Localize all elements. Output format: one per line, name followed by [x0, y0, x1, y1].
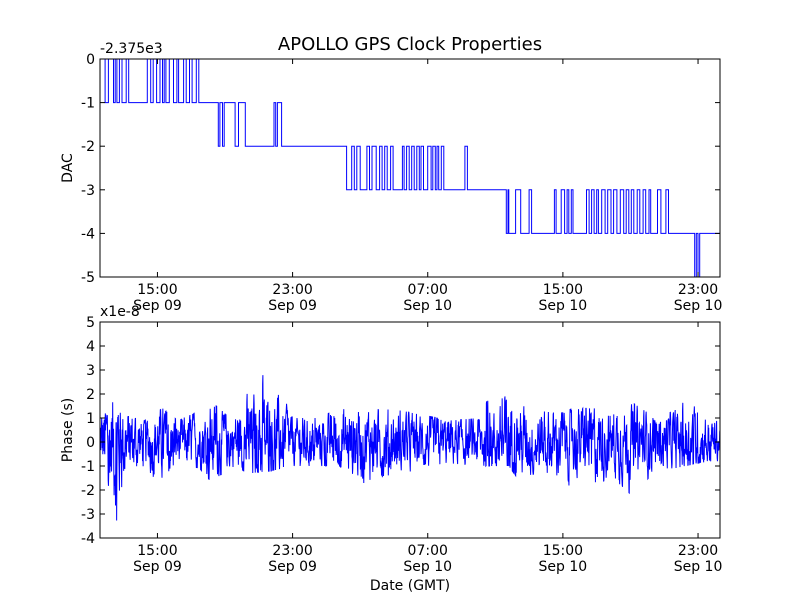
- dac-plot-frame: [99, 58, 721, 278]
- x-tick-time-label: 07:00: [408, 543, 448, 559]
- y-tick-label: 1: [86, 411, 95, 427]
- y-tick-label: -3: [81, 183, 95, 199]
- x-axis-label: Date (GMT): [370, 578, 450, 594]
- x-tick-date-label: Sep 09: [133, 298, 182, 314]
- y-tick-label: -5: [81, 270, 95, 286]
- phase-series-line: [99, 375, 721, 521]
- phase-offset-label: x1e-8: [100, 304, 140, 320]
- phase-y-axis-label: Phase (s): [60, 398, 76, 462]
- x-tick-time-label: 23:00: [272, 543, 312, 559]
- y-tick-label: 0: [86, 435, 95, 451]
- y-tick-label: -1: [81, 96, 95, 112]
- x-tick-date-label: Sep 10: [539, 298, 588, 314]
- y-tick-label: -2: [81, 483, 95, 499]
- y-tick-label: -4: [81, 531, 95, 547]
- y-tick-label: -3: [81, 507, 95, 523]
- y-tick-label: 5: [86, 315, 95, 331]
- phase-y-ticks: -4 -3 -2 -1 0 1 2 3 4 5: [81, 315, 720, 547]
- phase-plot-frame: [99, 321, 721, 539]
- y-tick-label: 3: [86, 363, 95, 379]
- y-tick-label: -2: [81, 139, 95, 155]
- x-tick-time-label: 23:00: [678, 282, 718, 298]
- x-tick-time-label: 15:00: [543, 282, 583, 298]
- chart-title: APOLLO GPS Clock Properties: [278, 34, 542, 55]
- y-tick-label: -4: [81, 226, 95, 242]
- y-tick-label: 0: [86, 52, 95, 68]
- x-tick-date-label: Sep 09: [133, 559, 182, 575]
- y-tick-label: 4: [86, 339, 95, 355]
- y-tick-label: -1: [81, 459, 95, 475]
- x-tick-date-label: Sep 09: [268, 298, 317, 314]
- x-tick-time-label: 23:00: [678, 543, 718, 559]
- y-tick-label: 2: [86, 387, 95, 403]
- x-tick-date-label: Sep 10: [403, 559, 452, 575]
- x-tick-date-label: Sep 10: [539, 559, 588, 575]
- dac-offset-label: -2.375e3: [100, 41, 163, 57]
- x-tick-time-label: 15:00: [137, 282, 177, 298]
- x-tick-time-label: 07:00: [408, 282, 448, 298]
- x-tick-time-label: 15:00: [543, 543, 583, 559]
- x-tick-date-label: Sep 10: [403, 298, 452, 314]
- dac-y-ticks: 0 -1 -2 -3 -4 -5: [81, 52, 720, 286]
- x-tick-time-label: 23:00: [272, 282, 312, 298]
- dac-y-axis-label: DAC: [60, 153, 76, 183]
- phase-series-group: [99, 375, 721, 521]
- x-tick-date-label: Sep 09: [268, 559, 317, 575]
- x-tick-date-label: Sep 10: [674, 559, 723, 575]
- x-tick-time-label: 15:00: [137, 543, 177, 559]
- x-tick-date-label: Sep 10: [674, 298, 723, 314]
